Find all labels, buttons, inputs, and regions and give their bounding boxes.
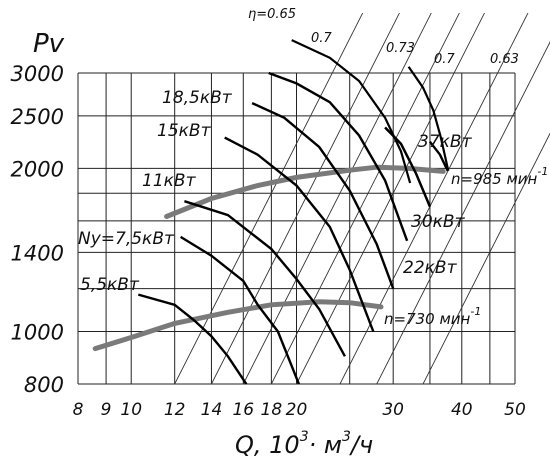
eff-label-07-b: 0.7 [434,52,455,67]
speed-label-730: n=730 мин-1 [384,305,481,328]
x-tick-label: 10 [120,400,142,420]
x-tick-label: 30 [382,400,404,420]
x-tick-label: 12 [164,400,186,420]
x-axis-title: Q, 103· м3/ч [235,429,373,459]
efficiency-line [407,66,450,172]
efficiency-line [384,126,431,208]
y-tick-label: 1000 [11,320,64,344]
speed-curves [92,164,446,352]
power-curve [224,136,375,332]
system-line [242,13,432,384]
power-curve [251,102,395,290]
tick-labels: 8 9 10 12 14 16 18 20 30 40 50 800 1000 1400 2000 2500 3… [11,62,526,420]
x-tick-label: 50 [504,400,526,420]
eff-label-073: 0.73 [386,41,415,56]
x-tick-label: 20 [286,400,308,420]
efficiency-lines [291,39,450,208]
power-curve [428,140,449,172]
power-label-18-5: 18,5кВт [162,88,233,108]
x-tick-label: 14 [201,400,223,420]
power-label-5-5: 5,5кВт [80,275,140,295]
power-curve [184,200,346,357]
y-axis-title: Pv [33,29,65,59]
y-tick-label: 2000 [11,157,64,181]
speed-curve [92,299,384,352]
power-label-37: 37кВт [418,132,473,152]
y-tick-label: 1400 [11,241,64,265]
speed-label-985: n=985 мин-1 [451,165,548,188]
system-line [270,13,460,384]
power-label-7-5: Ny=7,5кВт [78,229,175,249]
system-line [339,13,529,384]
y-tick-label: 800 [24,373,64,397]
eff-label-07-a: 0.7 [311,31,332,46]
power-label-22: 22кВт [403,258,458,278]
system-line [376,41,550,384]
speed-curve [164,164,446,219]
x-tick-label: 8 [73,400,84,420]
system-line [422,132,550,384]
efficiency-line [291,39,412,184]
x-tick-label: 40 [451,400,473,420]
diagonal-lines [174,13,550,384]
power-curves [137,71,449,385]
power-label-11: 11кВт [142,171,197,191]
power-curve [179,235,301,385]
power-label-15: 15кВт [157,121,212,141]
eff-label-063: 0.63 [490,52,519,67]
x-tick-label: 9 [101,400,112,420]
power-curve [268,71,409,242]
x-tick-label: 16 [232,400,254,420]
power-label-30: 30кВт [411,212,466,232]
y-tick-label: 3000 [11,62,64,86]
power-curve [137,293,248,385]
y-tick-label: 2500 [11,105,64,129]
system-line [174,13,364,384]
eff-label-065: η=0.65 [248,7,296,22]
x-tick-label: 18 [261,400,283,420]
